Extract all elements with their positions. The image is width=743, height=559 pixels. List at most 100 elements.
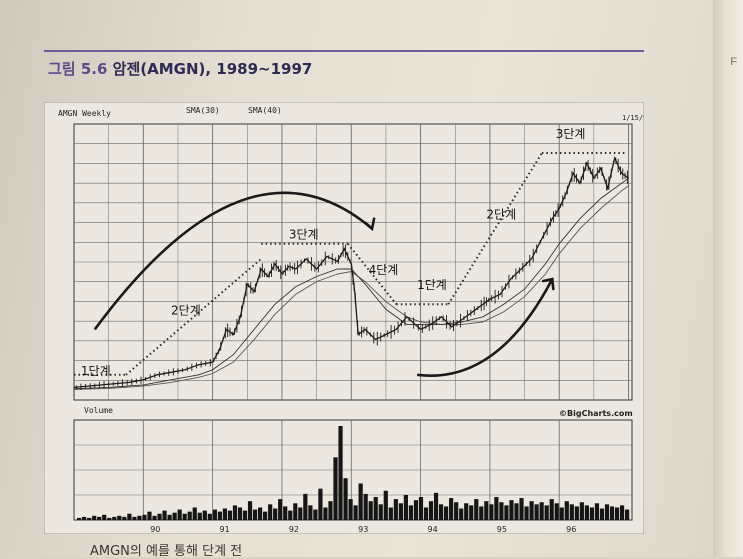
volume-bar [604, 504, 610, 520]
volume-bar [534, 504, 539, 520]
volume-bar [594, 503, 600, 520]
volume-bar [353, 505, 358, 520]
chart-container: AMGN Weekly SMA(30) SMA(40) 1/15/97 1단계 2… [43, 101, 652, 539]
figure-number: 그림 5.6 [48, 60, 108, 78]
book-page-edge [713, 0, 743, 557]
volume-bars [77, 426, 630, 520]
stage-label-5: 2단계 [486, 208, 516, 222]
volume-bar [177, 509, 182, 520]
volume-bar [484, 501, 489, 520]
volume-bar [328, 501, 333, 520]
volume-bar [112, 516, 117, 520]
price-marks [73, 156, 629, 390]
volume-bar [625, 509, 630, 520]
volume-bar [333, 457, 338, 520]
volume-bar [107, 517, 112, 520]
stage-annotations: 1단계 2단계 3단계 4단계 1단계 2단계 3단계 [74, 127, 626, 378]
volume-bar [293, 503, 298, 520]
volume-bar [323, 507, 328, 520]
volume-bar [418, 497, 424, 520]
volume-bar [162, 510, 167, 520]
figure-rule [44, 50, 644, 52]
volume-bar [559, 507, 564, 520]
volume-bar [428, 501, 434, 520]
volume-bar [318, 488, 323, 520]
side-mark: F [730, 56, 737, 68]
arc-arrow-bottom-head [541, 277, 555, 291]
volume-bar [97, 516, 102, 520]
volume-bar [393, 499, 398, 520]
volume-bar [469, 505, 474, 520]
volume-bar [449, 498, 454, 520]
volume-bar [217, 511, 222, 520]
chart-header-left: AMGN Weekly [58, 109, 111, 118]
volume-bar [82, 516, 87, 520]
arc-arrow-bottom [416, 278, 554, 377]
chart-header-right: 1/15/97 [622, 114, 644, 122]
volume-bar [343, 478, 348, 520]
volume-bar [408, 505, 414, 520]
chart-panel [43, 101, 645, 535]
volume-bar [614, 507, 620, 520]
volume-bar [589, 507, 595, 520]
volume-bar [348, 499, 353, 520]
volume-bar [172, 512, 177, 520]
volume-bar [273, 508, 278, 520]
volume-bar [514, 503, 519, 520]
volume-bar [147, 511, 152, 520]
volume-bar [438, 504, 444, 520]
volume-bar [423, 507, 429, 520]
volume-bar [504, 505, 509, 520]
x-tick-label: 91 [220, 525, 230, 534]
volume-bar [579, 502, 584, 520]
volume-bar [182, 513, 187, 520]
volume-bar [257, 507, 263, 520]
stage-label-1: 2단계 [171, 303, 201, 317]
legend-sma40: SMA(40) [248, 106, 282, 115]
volume-bar [252, 509, 258, 520]
volume-bar [454, 502, 459, 520]
volume-bar [338, 426, 343, 520]
legend-sma30: SMA(30) [186, 106, 220, 115]
volume-bar [122, 516, 127, 520]
volume-bar [358, 483, 363, 520]
volume-bar [599, 508, 605, 520]
volume-bar [227, 510, 233, 520]
volume-bar [137, 515, 142, 520]
body-caption: AMGN의 예를 통해 단계 전 [90, 544, 243, 559]
volume-bar [529, 501, 534, 520]
stage-label-3: 4단계 [369, 263, 399, 277]
volume-bar [222, 508, 227, 520]
chart-legend: SMA(30) SMA(40) [186, 106, 282, 115]
arc-arrow-top [93, 191, 373, 331]
volume-bar [584, 505, 589, 520]
volume-bar [77, 517, 82, 520]
volume-bar [92, 515, 97, 520]
volume-bar [202, 510, 207, 520]
stock-chart: AMGN Weekly SMA(30) SMA(40) 1/15/97 1단계 2… [43, 101, 652, 535]
volume-bar [499, 502, 504, 520]
arc-arrow-top-head [363, 217, 376, 232]
volume-bar [363, 493, 368, 520]
volume-bar [519, 498, 524, 520]
volume-bar [569, 504, 574, 520]
stage-label-2: 3단계 [289, 228, 319, 242]
volume-bar [132, 516, 137, 520]
volume-bar [564, 501, 569, 520]
volume-bar [474, 499, 479, 520]
volume-bar [609, 506, 615, 520]
volume-bar [544, 505, 549, 520]
volume-bar [87, 517, 92, 520]
volume-bar [263, 511, 268, 520]
figure-title: 그림 5.6 암젠(AMGN), 1989~1997 [48, 58, 312, 79]
volume-bar [368, 501, 373, 520]
volume-bar [117, 515, 122, 520]
chart-credit: ©BigCharts.com [559, 409, 633, 418]
volume-bar [142, 514, 147, 520]
sma30-line [73, 177, 629, 390]
volume-bar [464, 503, 469, 520]
volume-bar [298, 507, 303, 520]
volume-bar [403, 494, 408, 520]
volume-bar [247, 501, 253, 520]
volume-bar [313, 509, 318, 520]
